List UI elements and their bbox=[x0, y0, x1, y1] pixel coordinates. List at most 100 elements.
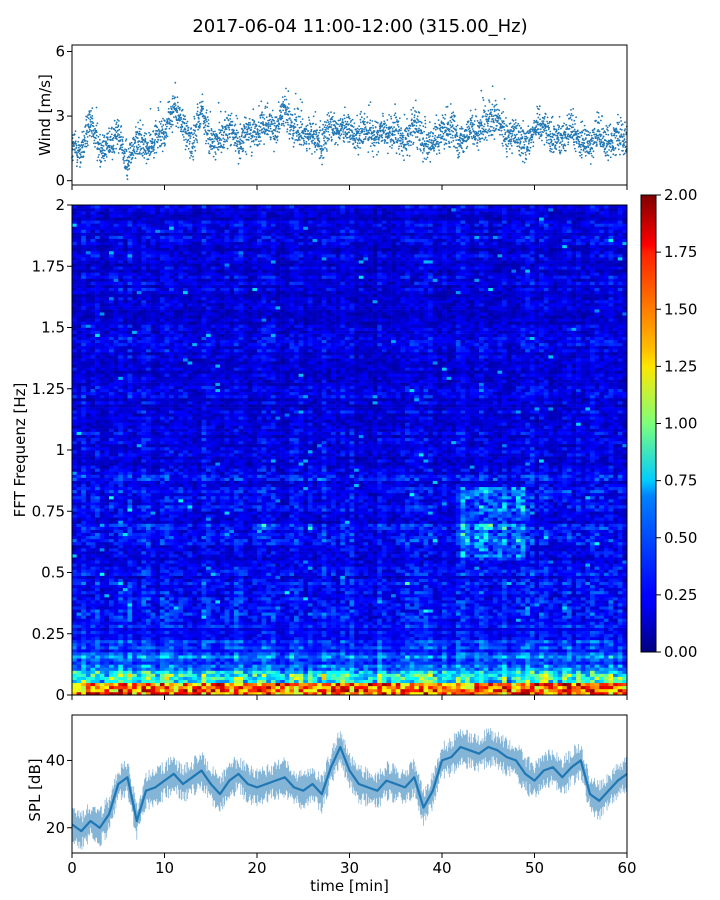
wind-point bbox=[100, 152, 103, 155]
spectrogram-cell bbox=[437, 685, 443, 690]
wind-point bbox=[549, 130, 552, 133]
wind-point bbox=[319, 129, 322, 132]
wind-point bbox=[396, 119, 398, 121]
wind-point bbox=[381, 134, 383, 136]
wind-point bbox=[116, 143, 119, 146]
wind-point bbox=[605, 124, 608, 127]
wind-point bbox=[78, 136, 80, 139]
wind-point bbox=[206, 120, 208, 123]
spectrogram-cell bbox=[479, 685, 484, 690]
spectrogram-cell bbox=[400, 664, 406, 668]
wind-point bbox=[263, 143, 265, 146]
spectrogram-cell bbox=[229, 661, 235, 665]
wind-point bbox=[235, 135, 237, 138]
spectrogram-cell bbox=[566, 670, 572, 674]
wind-point bbox=[206, 116, 209, 119]
wind-point bbox=[561, 140, 564, 142]
wind-point bbox=[448, 130, 451, 133]
spectrogram-cell bbox=[136, 676, 142, 680]
spectrogram-cell bbox=[409, 664, 415, 668]
wind-point bbox=[438, 145, 440, 148]
wind-point bbox=[538, 108, 540, 111]
wind-point bbox=[255, 136, 258, 138]
spectrogram-cell bbox=[109, 658, 114, 662]
wind-point bbox=[376, 133, 379, 136]
spectrogram-cell bbox=[95, 661, 101, 665]
wind-point bbox=[590, 140, 593, 143]
wind-point bbox=[545, 132, 548, 135]
wind-point bbox=[423, 147, 426, 150]
wind-point bbox=[601, 137, 604, 140]
wind-point bbox=[214, 158, 217, 161]
wind-point bbox=[562, 137, 564, 140]
spectrogram-cell bbox=[488, 688, 494, 693]
wind-point bbox=[134, 126, 137, 128]
wind-point bbox=[528, 140, 530, 143]
wind-point bbox=[624, 145, 627, 148]
wind-point bbox=[115, 121, 118, 124]
spectrogram-cell bbox=[599, 661, 605, 665]
wind-point bbox=[501, 142, 504, 145]
wind-point bbox=[425, 137, 428, 140]
spectrogram-cell bbox=[321, 682, 327, 687]
wind-point bbox=[269, 127, 272, 130]
wind-point bbox=[576, 133, 578, 135]
wind-point bbox=[101, 134, 104, 136]
wind-point bbox=[492, 127, 495, 129]
wind-point bbox=[247, 125, 250, 127]
wind-point bbox=[358, 128, 361, 131]
wind-point bbox=[550, 150, 552, 153]
wind-point bbox=[455, 129, 457, 132]
wind-point bbox=[428, 138, 431, 141]
spectrogram-cell bbox=[307, 673, 313, 677]
spectrogram-cell bbox=[557, 661, 563, 665]
spectrogram-cell bbox=[543, 670, 549, 674]
spectrogram-cell bbox=[201, 670, 207, 674]
spectrogram-cell bbox=[196, 673, 202, 677]
wind-point bbox=[409, 127, 411, 130]
wind-point bbox=[490, 113, 493, 116]
wind-point bbox=[488, 134, 490, 137]
wind-point bbox=[477, 149, 480, 152]
spectrogram-cell bbox=[386, 664, 392, 668]
wind-point bbox=[352, 142, 355, 145]
wind-point bbox=[91, 107, 94, 109]
spectrogram-cell bbox=[141, 676, 147, 680]
spectrogram-cell bbox=[317, 676, 323, 680]
wind-point bbox=[415, 111, 418, 113]
spectrogram-cell bbox=[141, 670, 147, 674]
wind-point bbox=[249, 145, 252, 148]
spectrogram-cell bbox=[90, 688, 96, 693]
spectrogram-cell bbox=[298, 685, 304, 690]
wind-point bbox=[595, 143, 598, 146]
spectrogram-cell bbox=[81, 670, 87, 674]
spectrogram-cell bbox=[395, 670, 401, 674]
wind-point bbox=[261, 128, 264, 131]
wind-point bbox=[264, 107, 267, 109]
spectrogram-cell bbox=[372, 685, 378, 690]
spectrogram-cell bbox=[442, 670, 447, 674]
spectrogram-cell bbox=[220, 667, 225, 671]
wind-point bbox=[285, 111, 287, 113]
spectrogram-cell bbox=[368, 667, 373, 671]
spectrogram-cell bbox=[599, 673, 605, 677]
spectrogram-cell bbox=[451, 685, 457, 690]
wind-point bbox=[493, 138, 496, 141]
wind-point bbox=[356, 142, 359, 145]
spectrogram-cell bbox=[557, 685, 563, 690]
wind-point bbox=[613, 149, 615, 152]
wind-point bbox=[510, 144, 513, 147]
spectrogram-cell bbox=[159, 670, 165, 674]
wind-point bbox=[89, 114, 91, 116]
spectrogram-cell bbox=[127, 661, 133, 665]
spectrogram-cell bbox=[257, 679, 262, 684]
spectrogram-cell bbox=[479, 664, 484, 668]
wind-point bbox=[604, 152, 607, 155]
spectrogram-cell bbox=[548, 673, 554, 677]
wind-point bbox=[360, 116, 363, 119]
spectrogram-cell bbox=[423, 670, 429, 674]
wind-point bbox=[226, 140, 229, 143]
wind-point bbox=[520, 134, 523, 136]
wind-point bbox=[155, 151, 158, 154]
wind-point bbox=[552, 151, 555, 153]
